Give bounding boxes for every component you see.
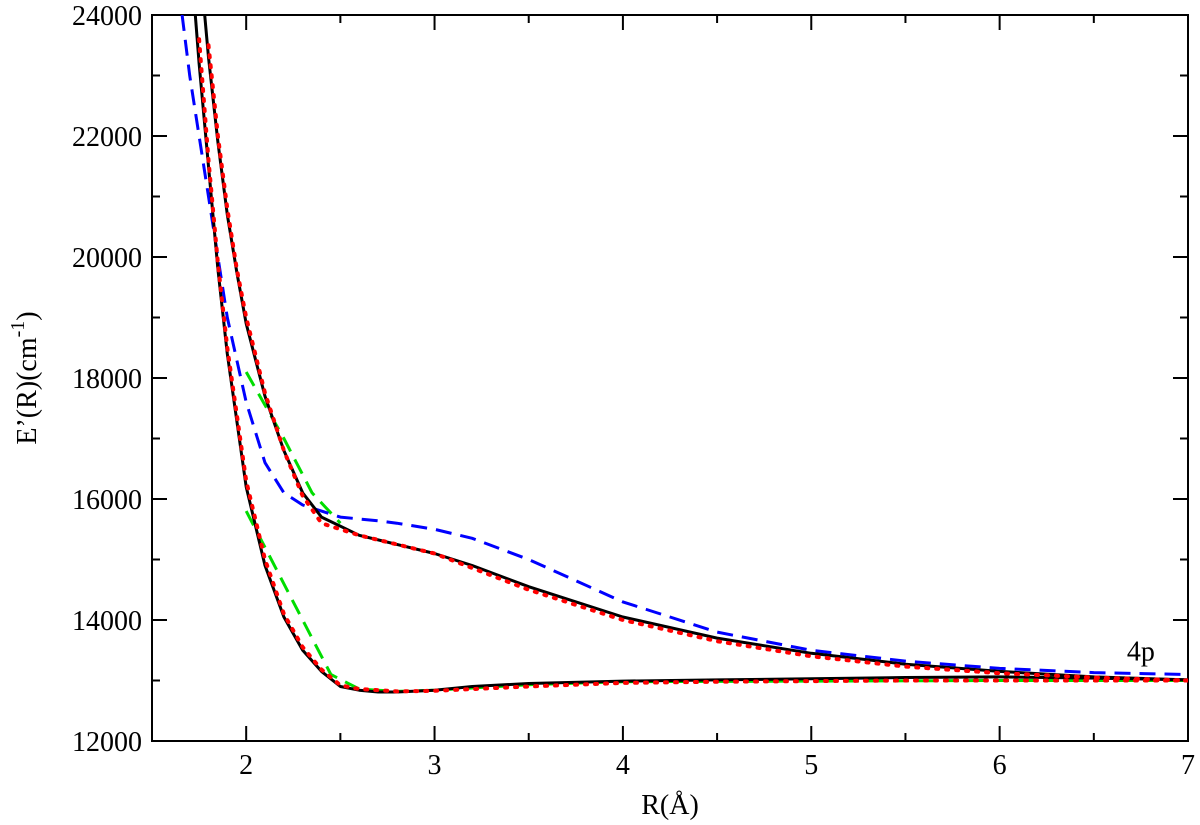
series-line-solid-3 <box>203 15 1188 682</box>
x-tick-label: 2 <box>239 750 253 781</box>
x-axis-title: R(Å) <box>641 790 699 821</box>
x-tick-label: 6 <box>993 750 1007 781</box>
tick-labels: 2 3 4 5 6 7 12000 14000 16000 18000 20000 22000 2400… <box>72 1 1195 781</box>
annotation-label: 4p <box>1127 636 1155 667</box>
x-tick-label: 5 <box>804 750 818 781</box>
y-tick-label: 24000 <box>72 1 142 32</box>
x-tick-label: 4 <box>616 750 630 781</box>
y-axis-title-superscript: -1 <box>7 321 29 338</box>
y-axis-title-close: ) <box>12 311 43 320</box>
series-layer <box>180 15 1188 694</box>
y-tick-label: 16000 <box>72 485 142 516</box>
annotations: 4p <box>1127 636 1155 667</box>
series-line-dashed-2 <box>244 510 1188 693</box>
y-tick-label: 22000 <box>72 122 142 153</box>
series-line-dotted-1 <box>197 37 1188 694</box>
series-line-dashed-5 <box>244 371 342 525</box>
y-tick-label: 18000 <box>72 364 142 395</box>
series-line-dotted-4 <box>206 43 1188 683</box>
y-tick-label: 12000 <box>72 727 142 758</box>
y-tick-label: 14000 <box>72 606 142 637</box>
y-tick-label: 20000 <box>72 243 142 274</box>
series-line-solid-0 <box>193 15 1188 694</box>
y-axis-title-main: E’(R)(cm <box>12 337 43 445</box>
series-line-dashed-6 <box>180 15 1188 676</box>
x-tick-label: 7 <box>1181 750 1195 781</box>
y-axis-title: E’(R)(cm-1) <box>7 311 43 444</box>
axis-ticks <box>151 14 1189 742</box>
x-tick-label: 3 <box>428 750 442 781</box>
